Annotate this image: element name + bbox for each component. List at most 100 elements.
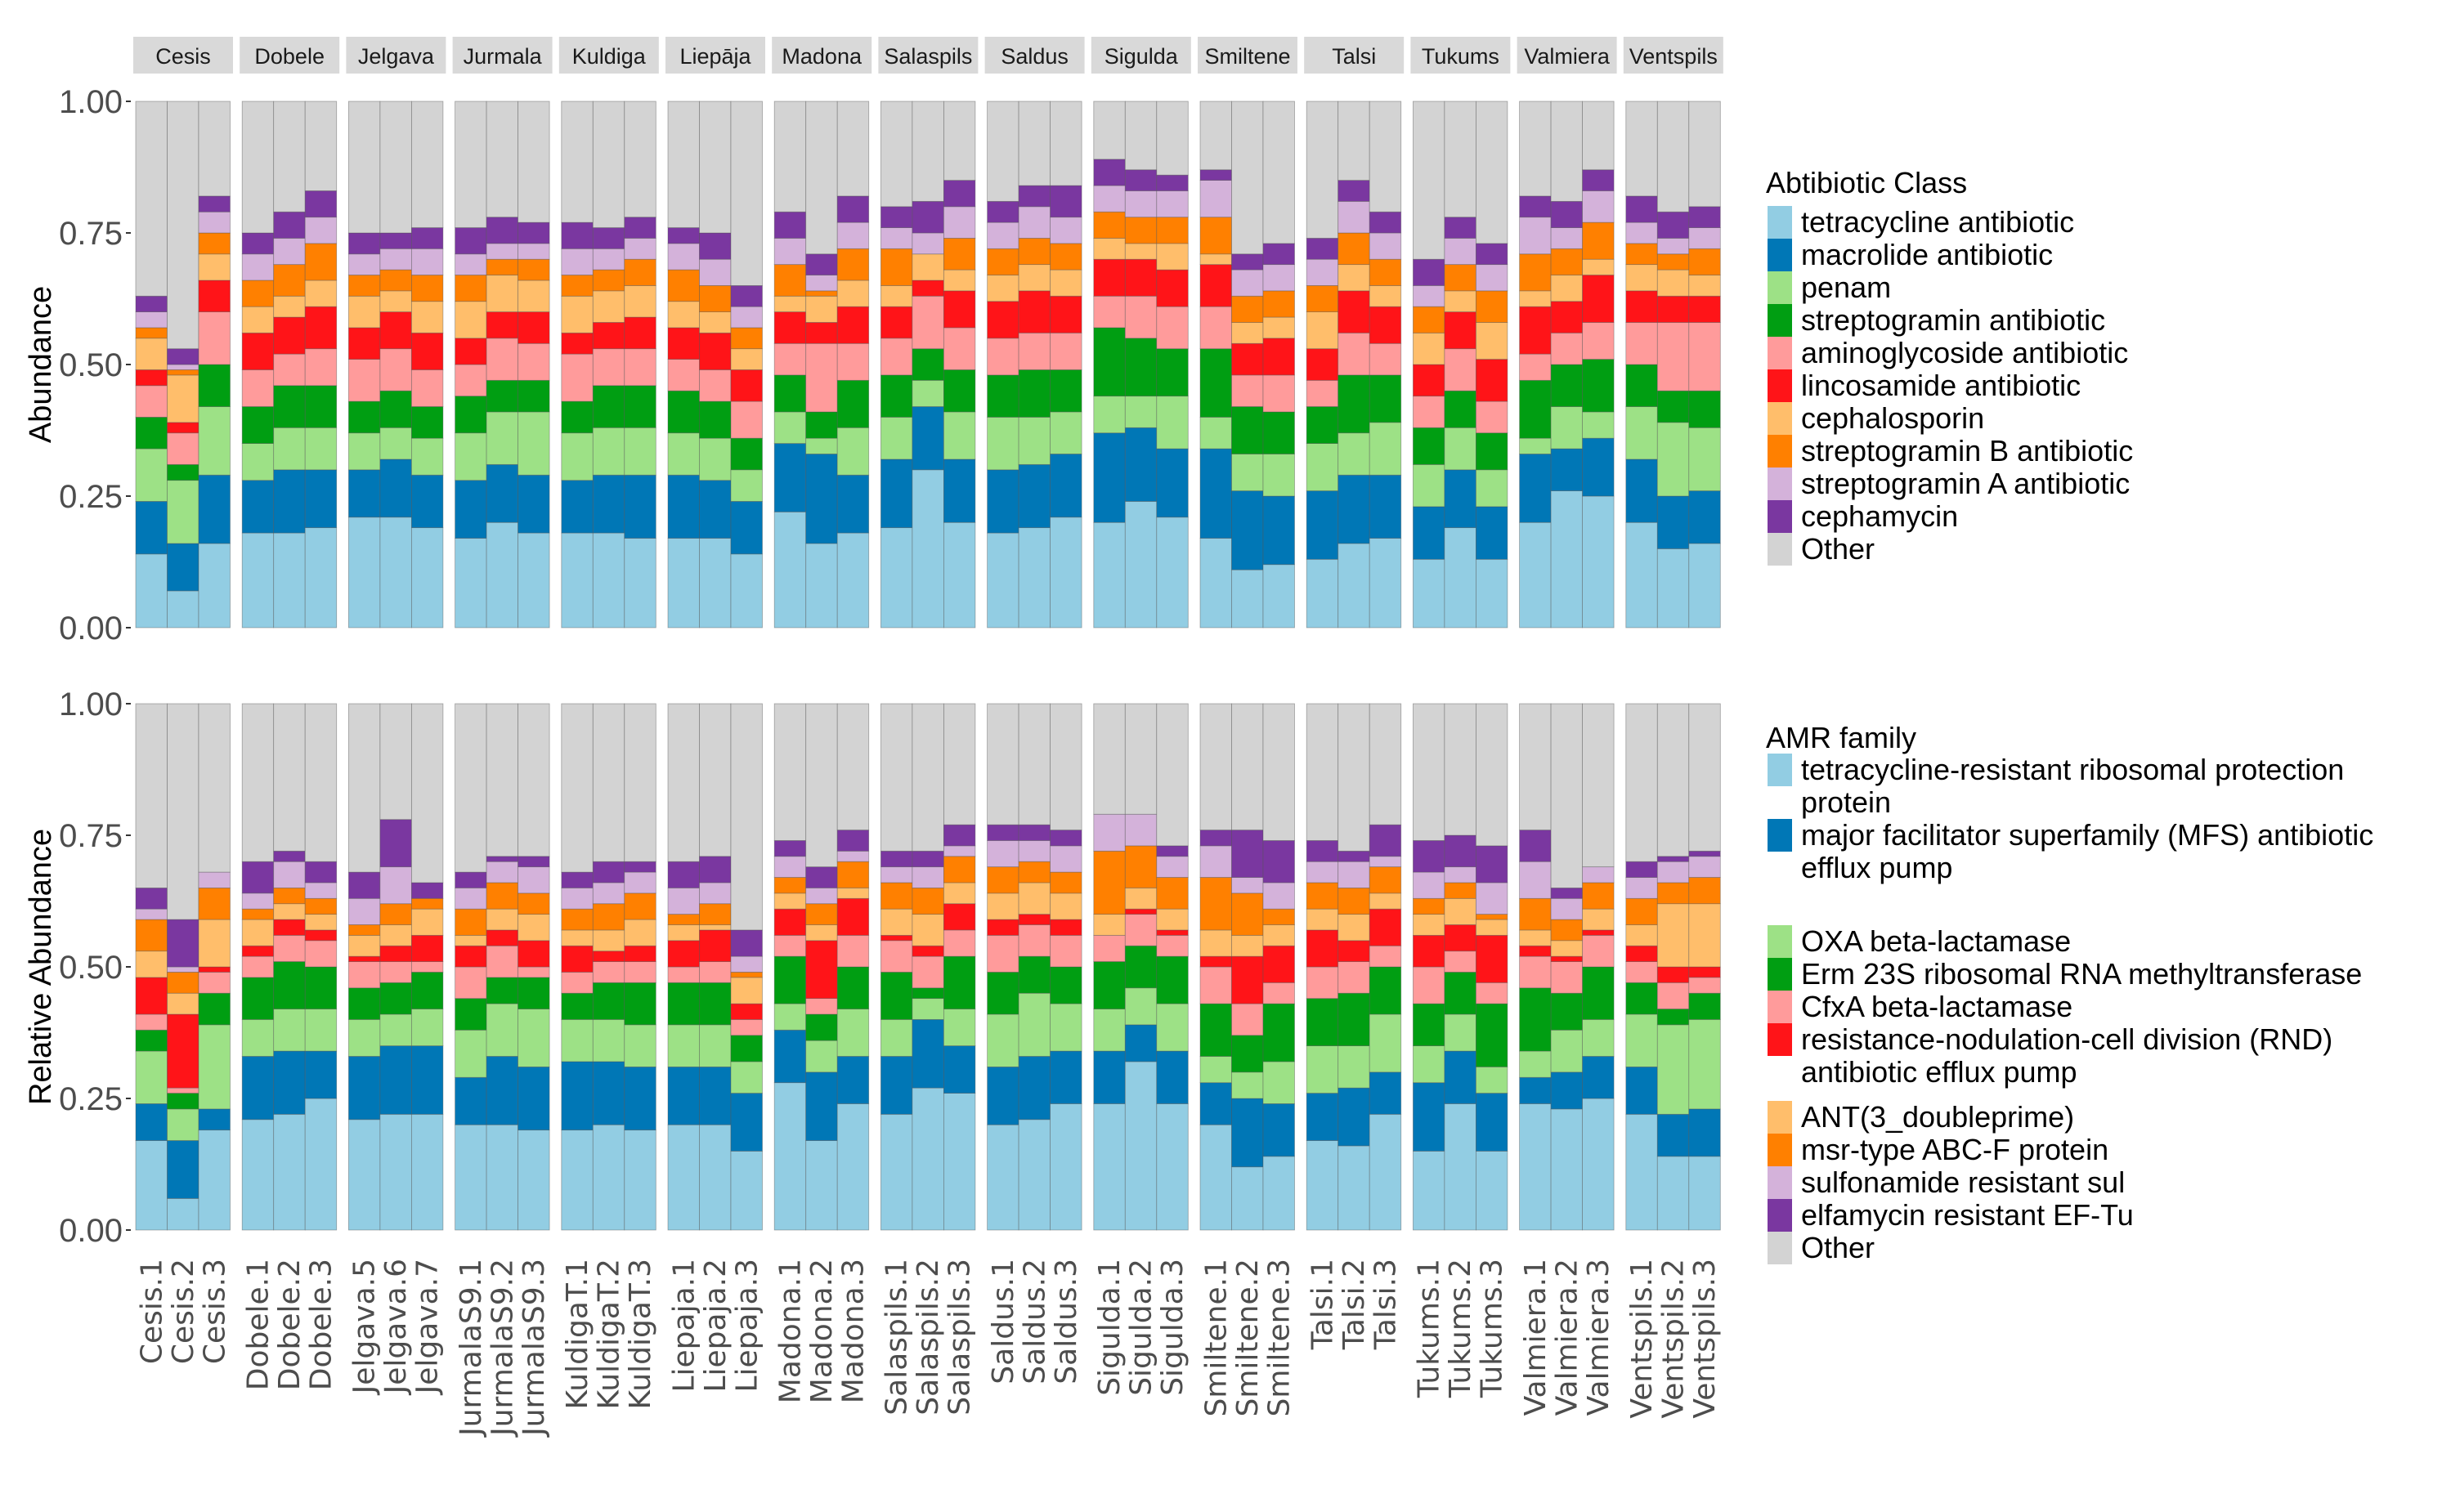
bar-segment bbox=[1199, 845, 1232, 878]
bar-segment-other bbox=[1231, 703, 1264, 830]
bar-segment bbox=[304, 527, 338, 629]
bar-segment bbox=[486, 882, 518, 910]
bar-segment bbox=[455, 301, 487, 339]
bar-segment bbox=[1413, 332, 1445, 365]
bar-segment bbox=[1199, 264, 1232, 307]
bar-segment bbox=[198, 364, 231, 407]
bar-segment bbox=[1199, 966, 1232, 1004]
bar-segment bbox=[1124, 813, 1158, 847]
bar-segment bbox=[1476, 919, 1508, 936]
bar-segment bbox=[624, 258, 656, 286]
bar-segment-other bbox=[1337, 101, 1370, 181]
bar-segment bbox=[1444, 290, 1476, 312]
legend-label: streptogramin antibiotic bbox=[1801, 303, 2105, 337]
bar-segment bbox=[1156, 269, 1189, 307]
y-axis-title: Abundance bbox=[24, 286, 58, 443]
legend-label-continuation: protein bbox=[1801, 785, 1891, 819]
bar-segment bbox=[1476, 914, 1508, 920]
bar-segment bbox=[836, 830, 870, 852]
bar-segment bbox=[1124, 338, 1158, 397]
bar-segment bbox=[805, 437, 838, 454]
bar-segment bbox=[1476, 469, 1508, 508]
legend-label: ANT(3_doubleprime) bbox=[1801, 1100, 2074, 1134]
bar-segment bbox=[987, 840, 1019, 868]
bar-segment bbox=[1519, 1103, 1552, 1231]
bar-segment bbox=[943, 824, 976, 847]
bar-segment bbox=[1093, 238, 1126, 260]
bar-segment bbox=[1050, 1103, 1082, 1231]
facet-label: Salaspils bbox=[884, 44, 972, 69]
bar-segment bbox=[987, 301, 1019, 339]
bar-segment bbox=[455, 888, 487, 910]
bar-segment bbox=[1093, 1009, 1126, 1052]
bar-segment bbox=[135, 501, 168, 555]
bar-segment-other bbox=[167, 101, 199, 350]
bar-segment bbox=[561, 400, 594, 434]
bar-segment bbox=[667, 1124, 700, 1231]
bar-segment bbox=[624, 348, 656, 387]
bar-segment bbox=[1688, 903, 1721, 968]
bar-segment bbox=[1231, 1071, 1264, 1099]
bar-segment bbox=[1413, 284, 1445, 307]
bar-segment bbox=[1550, 919, 1583, 942]
bar-segment bbox=[1124, 396, 1158, 428]
bar-segment bbox=[1688, 1019, 1721, 1110]
bar-segment bbox=[379, 1113, 412, 1231]
bar-segment bbox=[880, 1056, 913, 1115]
bar-segment bbox=[943, 521, 976, 629]
bar-segment bbox=[912, 348, 944, 381]
legend-label: Other bbox=[1801, 532, 1875, 566]
bar-segment-other bbox=[624, 703, 656, 862]
x-tick-label: Dobele.2 bbox=[273, 1259, 307, 1390]
bar-segment bbox=[410, 474, 444, 529]
legend-label: major facilitator superfamily (MFS) anti… bbox=[1801, 818, 2373, 852]
bar-segment bbox=[699, 982, 732, 1026]
bar-segment bbox=[1476, 264, 1508, 292]
bar-segment bbox=[1124, 295, 1158, 339]
bar-segment bbox=[1050, 871, 1082, 894]
y-tick-label: 0.50 bbox=[59, 950, 123, 986]
bar-segment bbox=[1582, 322, 1615, 360]
bar-segment bbox=[1369, 258, 1402, 286]
bar-segment bbox=[987, 248, 1019, 275]
bar-segment bbox=[912, 379, 944, 407]
bar-segment bbox=[561, 972, 594, 994]
bar-segment bbox=[1476, 400, 1508, 434]
legend-label-continuation: efflux pump bbox=[1801, 851, 1952, 884]
bar-segment bbox=[1199, 877, 1232, 931]
bar-segment bbox=[667, 1024, 700, 1067]
bar-segment bbox=[304, 469, 338, 529]
bar-segment bbox=[273, 353, 306, 387]
bar-segment bbox=[730, 1003, 763, 1020]
bar-segment bbox=[1582, 359, 1615, 413]
bar-segment bbox=[1199, 306, 1232, 350]
bar-segment bbox=[1625, 521, 1658, 629]
bar-segment bbox=[241, 861, 275, 894]
bar-segment bbox=[1199, 538, 1232, 629]
bar-segment-other bbox=[1050, 101, 1082, 186]
bar-segment bbox=[836, 532, 870, 629]
bar-segment bbox=[135, 1103, 168, 1141]
bar-segment bbox=[1337, 432, 1370, 476]
x-tick-label: Jelgava.7 bbox=[411, 1259, 445, 1395]
bar-segment bbox=[1262, 1156, 1295, 1231]
bar-segment bbox=[1337, 1145, 1370, 1231]
bar-segment bbox=[1582, 934, 1615, 968]
bar-segment bbox=[880, 972, 913, 1020]
bar-segment bbox=[880, 1113, 913, 1231]
bar-segment-other bbox=[1582, 703, 1615, 868]
facet-strip bbox=[1091, 37, 1191, 74]
bar-segment bbox=[1550, 364, 1583, 407]
bar-segment bbox=[880, 227, 913, 249]
bar-segment bbox=[410, 527, 444, 629]
bar-segment bbox=[1093, 258, 1126, 297]
bar-segment bbox=[135, 311, 168, 329]
bar-segment bbox=[1476, 1151, 1508, 1231]
bar-segment bbox=[1018, 185, 1051, 208]
bar-segment bbox=[1337, 888, 1370, 915]
bar-segment bbox=[699, 437, 732, 481]
bar-segment bbox=[1124, 258, 1158, 297]
bar-segment bbox=[304, 1098, 338, 1231]
bar-segment bbox=[1093, 914, 1126, 936]
bar-segment bbox=[304, 190, 338, 218]
